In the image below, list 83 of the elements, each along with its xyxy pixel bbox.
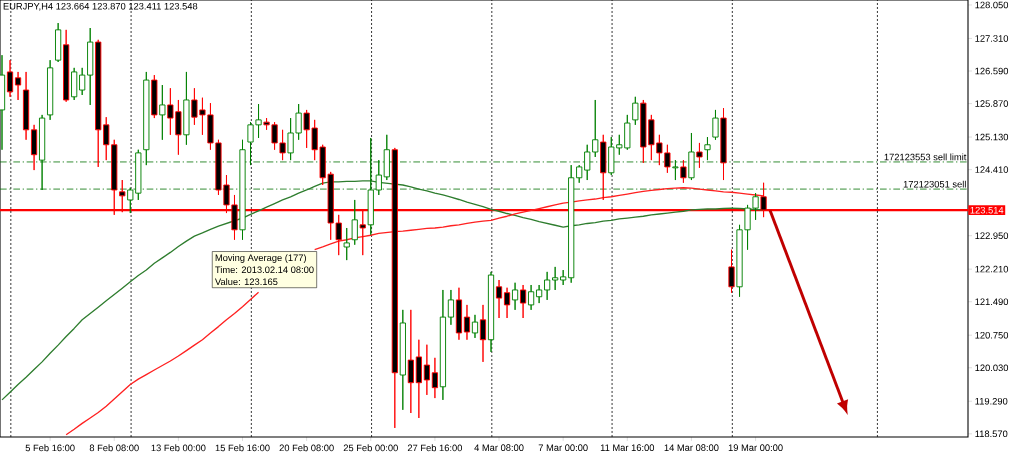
candlestick	[183, 71, 190, 146]
candlestick	[0, 54, 6, 151]
candlestick	[407, 309, 414, 414]
candlestick	[536, 284, 543, 304]
candlestick	[79, 67, 86, 96]
candlestick	[38, 114, 46, 191]
ref-line-label: 123.514	[970, 206, 1004, 214]
x-tick-label: 8 Feb 08:00	[89, 444, 139, 452]
candlestick	[14, 71, 22, 101]
y-tick-label: 118.570	[975, 430, 1008, 438]
y-tick-label: 125.870	[975, 100, 1009, 107]
candlestick	[30, 124, 38, 171]
annotation: Moving Average (177)	[215, 254, 306, 263]
candlestick	[632, 96, 639, 126]
x-tick-label: 13 Feb 00:00	[151, 444, 206, 452]
candlestick	[22, 71, 30, 141]
y-tick-label: 122.210	[975, 265, 1009, 273]
candlestick	[552, 266, 559, 291]
candlestick	[495, 279, 503, 319]
candlestick	[544, 271, 551, 301]
candlestick	[143, 71, 150, 166]
candlestick	[439, 289, 447, 401]
chart-title: EURJPY,H4 123.664 123.870 123.411 123.548	[3, 2, 198, 11]
candlestick	[447, 289, 455, 326]
x-tick-label: 20 Feb 08:00	[279, 444, 334, 452]
y-tick-label: 120.750	[975, 331, 1009, 339]
candlestick	[63, 29, 70, 103]
candlestick	[511, 282, 519, 311]
candlestick	[688, 132, 695, 181]
y-tick-label: 122.950	[975, 232, 1009, 239]
candlestick	[576, 164, 583, 184]
candlestick	[680, 159, 687, 184]
candlestick	[455, 287, 463, 341]
y-tick-label: 121.490	[975, 298, 1009, 306]
annotation: Value: 123.165	[214, 278, 278, 286]
candlestick	[415, 339, 422, 419]
y-tick-label: 125.130	[975, 133, 1009, 141]
annotation: Time: 2013.02.14 08:00	[215, 266, 314, 274]
candlestick	[560, 269, 567, 286]
candlestick	[720, 107, 727, 181]
candlestick	[431, 357, 439, 399]
x-tick-label: 7 Mar 00:00	[538, 444, 588, 451]
x-tick-label: 25 Feb 00:00	[343, 444, 398, 452]
candlestick	[159, 84, 166, 141]
candlestick	[471, 314, 479, 339]
y-tick-label: 128.050	[975, 1, 1009, 9]
candlestick	[568, 164, 575, 284]
candlestick	[423, 344, 430, 396]
candlestick	[519, 284, 527, 319]
candlestick	[463, 304, 471, 341]
candlestick	[343, 227, 350, 261]
candlestick	[487, 271, 495, 353]
y-tick-label: 124.410	[975, 166, 1009, 173]
candlestick	[71, 67, 78, 101]
candlestick	[696, 142, 703, 169]
y-tick-label: 126.590	[975, 67, 1009, 75]
candlestick	[672, 159, 679, 181]
candlestick	[239, 139, 246, 241]
candlestick	[151, 74, 158, 119]
candlestick	[399, 309, 406, 411]
candlestick	[87, 27, 94, 106]
x-tick-label: 14 Mar 08:00	[664, 444, 719, 451]
candlestick	[383, 134, 390, 181]
candlestick	[479, 304, 487, 363]
x-tick-label: 15 Feb 16:00	[215, 444, 270, 452]
x-tick-label: 4 Mar 08:00	[474, 444, 524, 451]
x-tick-label: 11 Mar 16:00	[600, 444, 655, 451]
x-tick-label: 19 Mar 00:00	[728, 444, 783, 451]
y-tick-label: 127.310	[975, 35, 1009, 42]
candlestick	[712, 109, 719, 141]
candlestick	[47, 59, 54, 121]
x-tick-label: 5 Feb 16:00	[25, 444, 75, 452]
ref-line-label: 172123051 sell	[903, 180, 966, 188]
candlestick	[351, 199, 358, 246]
candlestick	[527, 284, 535, 311]
candlestick	[600, 134, 607, 201]
ref-line-label: 172123553 sell limit	[884, 153, 967, 161]
candlestick	[55, 22, 62, 63]
candlestick	[503, 287, 511, 319]
y-tick-label: 120.030	[975, 364, 1009, 372]
y-tick-label: 119.290	[975, 397, 1008, 405]
x-tick-label: 27 Feb 16:00	[407, 444, 463, 452]
candlestick	[704, 136, 711, 161]
